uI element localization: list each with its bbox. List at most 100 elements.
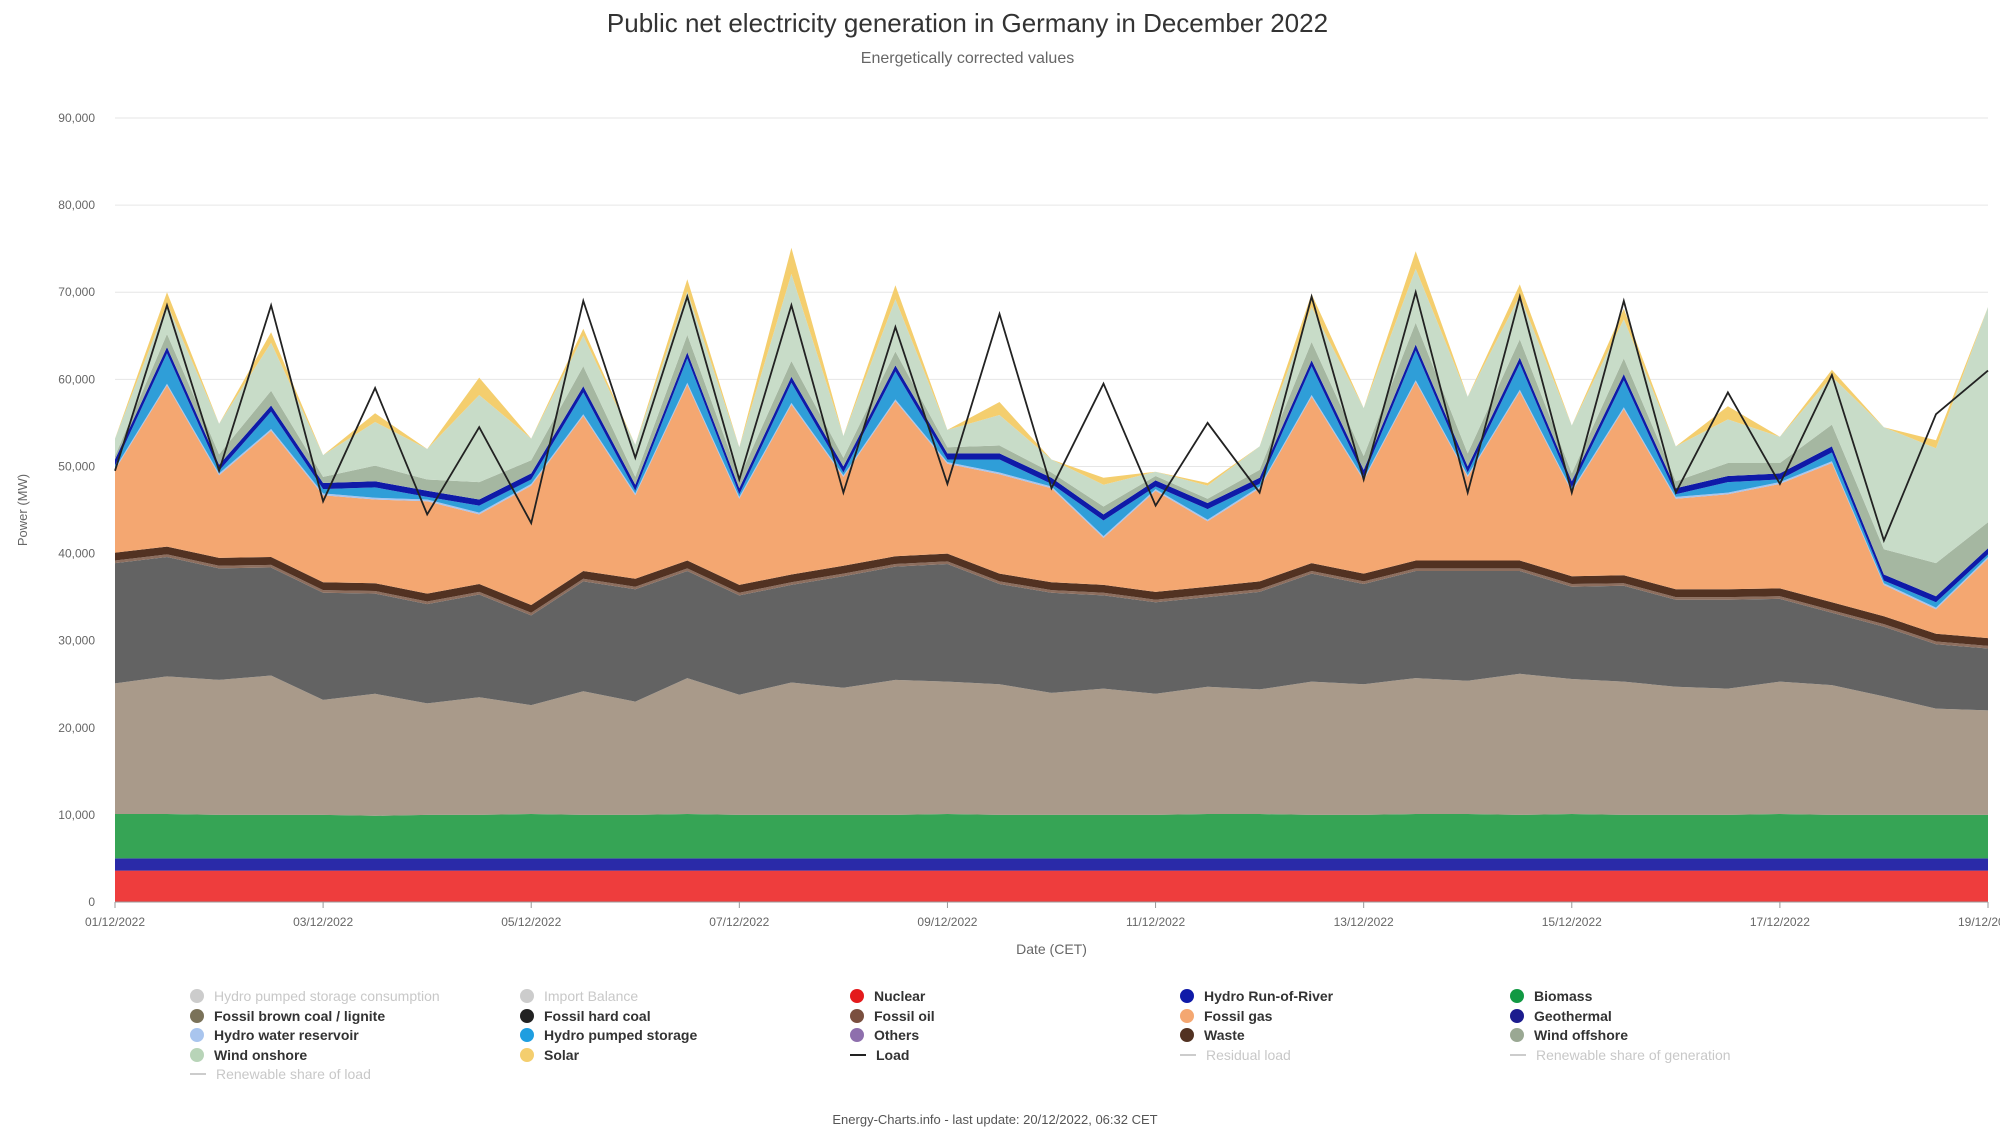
y-tick-label: 90,000	[58, 111, 95, 125]
legend-item-load[interactable]: Load	[850, 1046, 909, 1064]
legend-label: Import Balance	[544, 988, 639, 1004]
x-tick-label: 19/12/2022	[1958, 915, 2000, 929]
legend-circle-icon	[850, 1028, 864, 1042]
legend-line-icon	[850, 1053, 866, 1056]
y-tick-label: 20,000	[58, 721, 95, 735]
load-series-line[interactable]	[114, 288, 1989, 544]
legend-label: Wind onshore	[214, 1046, 308, 1063]
legend-label: Renewable share of load	[216, 1066, 371, 1082]
legend-circle-icon	[1180, 1008, 1194, 1023]
legend-circle-icon	[190, 989, 204, 1003]
area-nuclear[interactable]	[115, 870, 1988, 902]
y-tick-label: 0	[88, 895, 95, 909]
area-fossil-gas[interactable]	[115, 381, 1988, 639]
y-tick-label: 70,000	[58, 285, 95, 299]
legend-item-hydro-water-reservoir[interactable]: Hydro water reservoir	[190, 1026, 359, 1044]
area-biomass[interactable]	[115, 814, 1988, 859]
x-tick-label: 07/12/2022	[709, 915, 769, 929]
area-series[interactable]	[115, 247, 1988, 902]
legend-item-waste[interactable]: Waste	[1180, 1026, 1245, 1044]
legend-item-wind-offshore[interactable]: Wind offshore	[1510, 1026, 1628, 1044]
legend-circle-icon	[1180, 989, 1194, 1003]
legend-item-others[interactable]: Others	[850, 1026, 919, 1044]
legend-label: Waste	[1204, 1027, 1245, 1043]
legend-label: Residual load	[1206, 1046, 1291, 1063]
legend-label: Hydro pumped storage consumption	[214, 988, 440, 1004]
y-tick-label: 60,000	[58, 372, 95, 386]
legend-item-biomass[interactable]: Biomass	[1510, 987, 1592, 1005]
footer-source: Energy-Charts.info - last update: 20/12/…	[832, 1112, 1158, 1127]
y-tick-label: 50,000	[58, 459, 95, 473]
legend-label: Hydro water reservoir	[214, 1027, 359, 1043]
legend-label: Fossil gas	[1204, 1007, 1273, 1024]
legend-label: Load	[876, 1046, 910, 1063]
chart-title: Public net electricity generation in Ger…	[606, 8, 1329, 38]
legend-label: Hydro pumped storage	[544, 1027, 698, 1043]
legend-circle-icon	[520, 1008, 534, 1023]
y-axis-ticks: 0 10,000 20,000 30,000 40,000 50,000 60,000 70,…	[58, 111, 95, 909]
legend-label: Fossil hard coal	[544, 1007, 651, 1024]
legend-circle-icon	[1510, 989, 1524, 1003]
legend-item-nuclear[interactable]: Nuclear	[850, 987, 925, 1005]
x-axis-label: Date (CET)	[1016, 941, 1087, 957]
area-waste[interactable]	[115, 546, 1988, 646]
x-tick-label: 03/12/2022	[293, 915, 353, 929]
legend-item-wind-onshore[interactable]: Wind onshore	[190, 1046, 307, 1064]
y-tick-label: 80,000	[58, 198, 95, 212]
legend-circle-icon	[520, 1028, 534, 1042]
legend-line-icon	[1180, 1053, 1196, 1056]
legend-label: Wind offshore	[1534, 1027, 1628, 1043]
legend-circle-icon	[190, 1028, 204, 1042]
legend-item-residual-load[interactable]: Residual load	[1180, 1046, 1291, 1064]
legend-circle-icon	[850, 1008, 864, 1023]
legend-label: Others	[874, 1027, 920, 1043]
x-tick-label: 11/12/2022	[1126, 915, 1185, 929]
legend-item-fossil-oil[interactable]: Fossil oil	[850, 1007, 935, 1025]
legend-item-fossil-brown-coal-lignite[interactable]: Fossil brown coal / lignite	[190, 1007, 385, 1025]
legend-item-fossil-hard-coal[interactable]: Fossil hard coal	[520, 1007, 651, 1025]
x-tick-label: 13/12/2022	[1334, 915, 1394, 929]
legend-item-renewable-share-of-generation[interactable]: Renewable share of generation	[1510, 1046, 1731, 1064]
y-axis-label: Power (MW)	[15, 474, 30, 546]
legend-circle-icon	[1510, 1028, 1524, 1042]
legend-label: Hydro Run-of-River	[1204, 988, 1334, 1004]
x-tick-label: 15/12/2022	[1542, 915, 1602, 929]
legend-circle-icon	[190, 1047, 204, 1062]
legend-label: Nuclear	[874, 988, 926, 1004]
legend-item-renewable-share-of-load[interactable]: Renewable share of load	[190, 1065, 371, 1083]
legend-circle-icon	[190, 1008, 204, 1023]
legend-label: Fossil brown coal / lignite	[214, 1007, 386, 1024]
legend-circle-icon	[520, 1047, 534, 1062]
legend-label: Fossil oil	[874, 1007, 935, 1024]
legend-circle-icon	[520, 989, 534, 1003]
legend-label: Biomass	[1534, 988, 1593, 1004]
legend-item-hydro-run-of-river[interactable]: Hydro Run-of-River	[1180, 987, 1333, 1005]
legend-item-solar[interactable]: Solar	[520, 1046, 579, 1064]
x-tick-label: 01/12/2022	[85, 915, 145, 929]
legend-line-icon	[1510, 1053, 1526, 1056]
chart-subtitle: Energetically corrected values	[860, 50, 1075, 67]
y-tick-label: 30,000	[58, 634, 95, 648]
y-tick-label: 10,000	[58, 808, 95, 822]
y-tick-label: 40,000	[58, 547, 95, 561]
legend-item-geothermal[interactable]: Geothermal	[1510, 1007, 1612, 1025]
x-tick-label: 09/12/2022	[917, 915, 977, 929]
load-line[interactable]	[114, 288, 1989, 544]
legend-item-fossil-gas[interactable]: Fossil gas	[1180, 1007, 1272, 1025]
legend-line-icon	[190, 1073, 206, 1075]
x-axis-ticks: 01/12/2022 03/12/2022 05/12/2022 07/12/2022…	[85, 901, 2000, 929]
legend-circle-icon	[1180, 1028, 1194, 1042]
legend-circle-icon	[1510, 1008, 1524, 1023]
stacked-area-chart[interactable]: 0 10,000 20,000 30,000 40,000 50,000 60,000 70,…	[0, 0, 2000, 975]
legend-item-hydro-pumped-storage-consumption[interactable]: Hydro pumped storage consumption	[190, 987, 440, 1005]
area-fossil-hard-coal[interactable]	[115, 557, 1988, 711]
x-tick-label: 17/12/2022	[1750, 915, 1810, 929]
legend-item-hydro-pumped-storage[interactable]: Hydro pumped storage	[520, 1026, 697, 1044]
legend-item-import-balance[interactable]: Import Balance	[520, 987, 638, 1005]
legend-label: Renewable share of generation	[1536, 1046, 1731, 1063]
area-wind-onshore[interactable]	[115, 268, 1988, 564]
area-fossil-brown-coal-lignite[interactable]	[115, 673, 1988, 816]
area-geothermal[interactable]	[115, 858, 1988, 871]
x-tick-label: 05/12/2022	[501, 915, 561, 929]
legend-circle-icon	[850, 989, 864, 1003]
